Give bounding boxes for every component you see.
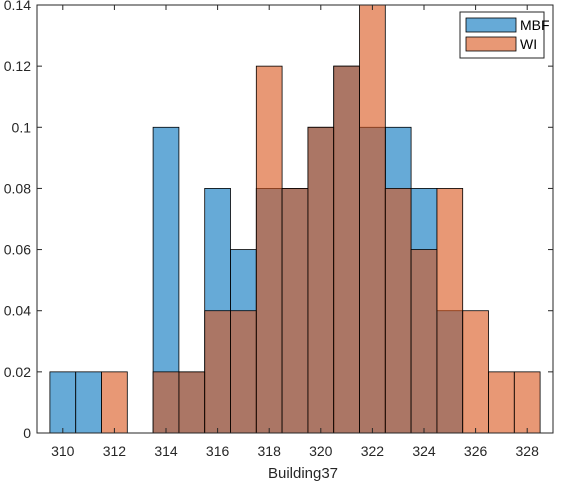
legend-label-mbf: MBF <box>520 17 550 33</box>
legend-swatch-wi <box>465 36 517 52</box>
bar-wi-316 <box>204 310 231 434</box>
x-tick-label: 322 <box>361 443 385 459</box>
axes-box <box>36 4 554 434</box>
y-tick-label: 0.1 <box>12 119 32 135</box>
x-axis-label: Building37 <box>268 465 338 482</box>
y-tick-label: 0.14 <box>4 0 31 13</box>
bar-wi-325 <box>436 188 464 434</box>
bar-wi-328 <box>513 371 541 434</box>
x-tick-label: 320 <box>309 443 333 459</box>
y-tick-label: 0 <box>23 425 31 441</box>
y-tick-label: 0.02 <box>4 364 31 380</box>
y-tick-label: 0.04 <box>4 303 31 319</box>
bar-wi-317 <box>230 310 257 434</box>
y-tick-label: 0.06 <box>4 242 31 258</box>
bar-mbf-310 <box>49 371 77 434</box>
ticks-layer: 310 312 314 316 318 320 322 324 326 328 0 0.02 0.04 0… <box>4 0 553 459</box>
bar-wi-322 <box>359 4 386 434</box>
x-tick-label: 310 <box>51 443 75 459</box>
axes-layer <box>36 4 554 434</box>
bar-wi-324 <box>410 249 438 434</box>
bar-wi-321 <box>333 65 360 434</box>
series-wi <box>101 4 541 434</box>
bar-wi-327 <box>488 371 515 434</box>
bar-wi-326 <box>462 310 489 434</box>
bar-wi-323 <box>384 188 412 434</box>
legend-swatch-mbf <box>465 17 517 33</box>
x-tick-label: 316 <box>206 443 230 459</box>
y-tick-label: 0.12 <box>4 58 31 74</box>
bar-wi-320 <box>307 126 335 434</box>
bars-layer <box>49 4 541 434</box>
bar-wi-319 <box>281 188 309 434</box>
bar-wi-314 <box>152 371 180 434</box>
x-tick-label: 314 <box>154 443 178 459</box>
x-tick-label: 324 <box>412 443 436 459</box>
x-tick-label: 326 <box>464 443 488 459</box>
bar-wi-312 <box>101 371 128 434</box>
bar-wi-315 <box>178 371 206 434</box>
x-tick-label: 318 <box>258 443 282 459</box>
x-tick-label: 328 <box>516 443 540 459</box>
y-tick-label: 0.08 <box>4 180 31 196</box>
bar-wi-318 <box>255 65 283 434</box>
bar-mbf-311 <box>75 371 102 434</box>
x-tick-label: 312 <box>103 443 127 459</box>
legend: MBF WI <box>459 11 550 59</box>
legend-label-wi: WI <box>520 36 537 52</box>
